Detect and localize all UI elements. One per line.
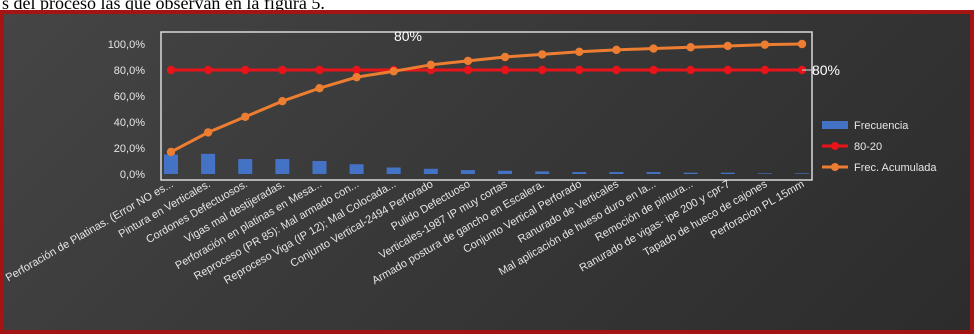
legend-label: 80-20 [854, 141, 882, 153]
point-80-20 [203, 65, 213, 75]
point-frec-acumulada [723, 41, 732, 51]
bar [423, 168, 438, 174]
bar [238, 159, 253, 174]
legend-label: Frec. Acumulada [854, 162, 937, 174]
point-frec-acumulada [463, 56, 473, 66]
point-frec-acumulada [315, 84, 324, 93]
y-tick-label: 80,0% [114, 65, 145, 77]
legend-swatch-bar [822, 121, 848, 129]
point-frec-acumulada [203, 128, 213, 137]
annotation-peak-label: 80% [394, 28, 422, 44]
bar [572, 172, 587, 174]
point-80-20 [166, 65, 176, 75]
point-frec-acumulada [500, 52, 510, 62]
bar [201, 153, 216, 174]
bar [720, 172, 735, 174]
bar [646, 172, 661, 174]
plot-area-border [160, 31, 813, 181]
bar [535, 171, 550, 174]
point-80-20 [278, 65, 287, 75]
page-caption: s del proceso las que observan en la fig… [2, 0, 325, 13]
y-tick-label: 40,0% [114, 117, 145, 129]
series-line-frec-acumulada [170, 42, 803, 154]
point-frec-acumulada [649, 44, 658, 53]
point-80-20 [537, 65, 547, 75]
point-80-20 [649, 65, 658, 75]
pareto-chart: 0,0% 20,0% 40,0% 60,0% 80,0% 100,0% 80% 80% Perf… [0, 10, 974, 334]
bar [795, 173, 809, 174]
point-80-20 [723, 65, 732, 75]
y-tick-label: 100,0% [108, 39, 146, 51]
pareto-chart-svg: 0,0% 20,0% 40,0% 60,0% 80,0% 100,0% 80% 80% Perf… [4, 28, 937, 287]
point-frec-acumulada [575, 47, 584, 56]
point-frec-acumulada [166, 147, 176, 157]
bar [312, 161, 327, 174]
bar [609, 172, 624, 174]
point-80-20 [575, 65, 584, 75]
point-frec-acumulada [278, 97, 287, 106]
bar [460, 170, 475, 174]
point-80-20 [612, 65, 621, 75]
y-tick-label: 60,0% [114, 91, 145, 103]
point-frec-acumulada [686, 43, 695, 52]
legend-swatch-marker [831, 142, 839, 150]
bar [164, 154, 178, 174]
bar [683, 172, 698, 174]
legend-label: Frecuencia [854, 120, 909, 132]
point-80-20 [500, 65, 510, 75]
x-category-label: Perforación de Platinas. (Error NO es... [4, 178, 175, 284]
legend-swatch-marker [831, 163, 839, 171]
y-tick-label: 20,0% [114, 143, 145, 155]
point-frec-acumulada [352, 72, 361, 82]
bar [498, 170, 513, 174]
y-tick-label: 0,0% [120, 169, 145, 181]
point-80-20 [686, 65, 695, 75]
bar [349, 164, 364, 174]
point-80-20 [760, 65, 770, 75]
point-frec-acumulada [389, 67, 398, 76]
annotation-right-label: 80% [812, 62, 840, 78]
point-80-20 [315, 65, 324, 75]
point-frec-acumulada [797, 39, 807, 49]
point-frec-acumulada [612, 45, 621, 55]
point-frec-acumulada [537, 50, 547, 59]
point-80-20 [463, 65, 473, 75]
bar [275, 159, 290, 174]
point-frec-acumulada [241, 112, 250, 122]
point-frec-acumulada [760, 40, 770, 49]
bar [386, 167, 401, 174]
point-80-20 [241, 65, 250, 75]
point-80-20 [352, 65, 361, 75]
bar [757, 173, 772, 174]
point-frec-acumulada [426, 60, 436, 69]
